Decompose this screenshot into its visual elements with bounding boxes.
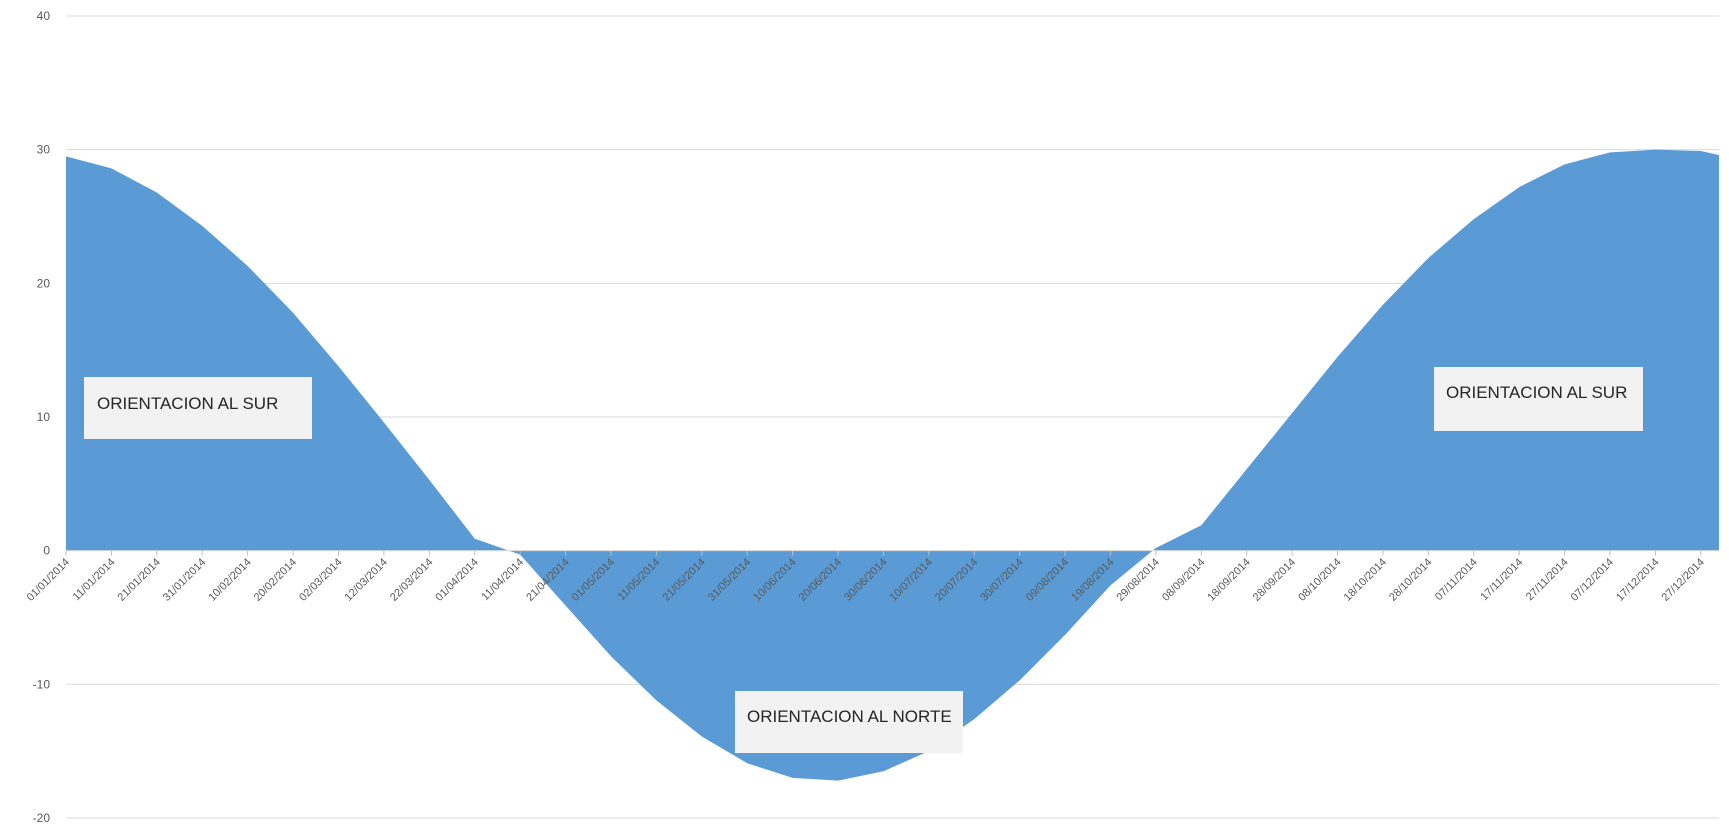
x-tick-label: 18/09/2014 [1205, 556, 1252, 603]
x-tick-label: 17/11/2014 [1478, 556, 1525, 603]
y-tick-label: 10 [37, 410, 51, 424]
x-tick-label: 17/12/2014 [1614, 556, 1661, 603]
annotation-label: ORIENTACION AL SUR [1446, 383, 1627, 402]
annotation-label: ORIENTACION AL SUR [97, 394, 278, 413]
y-axis-ticks: -20 -10 0 10 20 30 40 [33, 9, 51, 825]
x-tick-label: 08/10/2014 [1296, 556, 1343, 603]
x-tick-label: 07/12/2014 [1569, 556, 1616, 603]
x-tick-label: 21/01/2014 [116, 556, 163, 603]
x-tick-label: 27/12/2014 [1660, 556, 1707, 603]
annotation-label: ORIENTACION AL NORTE [747, 707, 952, 726]
x-tick-label: 27/11/2014 [1524, 556, 1571, 603]
annotation-box-south-left: ORIENTACION AL SUR [84, 377, 312, 439]
x-tick-label: 02/03/2014 [297, 556, 344, 603]
y-tick-label: 20 [37, 276, 51, 290]
x-tick-label: 28/09/2014 [1251, 556, 1298, 603]
x-tick-label: 01/01/2014 [25, 556, 72, 603]
x-tick-label: 20/02/2014 [252, 556, 299, 603]
x-tick-label: 31/01/2014 [161, 556, 208, 603]
y-tick-label: -10 [33, 677, 51, 691]
y-tick-label: 30 [37, 143, 51, 157]
x-tick-label: 28/10/2014 [1387, 556, 1434, 603]
annotation-box-north: ORIENTACION AL NORTE [735, 691, 963, 753]
y-tick-label: 40 [37, 9, 51, 23]
y-tick-label: -20 [33, 811, 51, 825]
x-tick-label: 11/01/2014 [71, 556, 118, 603]
y-tick-label: 0 [43, 544, 50, 558]
x-tick-label: 07/11/2014 [1433, 556, 1480, 603]
x-tick-label: 22/03/2014 [388, 556, 435, 603]
x-tick-label: 12/03/2014 [343, 556, 390, 603]
annotation-box-south-right: ORIENTACION AL SUR [1434, 367, 1643, 431]
plot-area [66, 149, 1719, 781]
x-tick-label: 08/09/2014 [1160, 556, 1207, 603]
x-tick-label: 18/10/2014 [1342, 556, 1389, 603]
x-tick-label: 11/04/2014 [479, 556, 526, 603]
series-area [66, 149, 1719, 781]
x-tick-label: 01/04/2014 [433, 556, 480, 603]
x-tick-label: 10/02/2014 [206, 556, 253, 603]
